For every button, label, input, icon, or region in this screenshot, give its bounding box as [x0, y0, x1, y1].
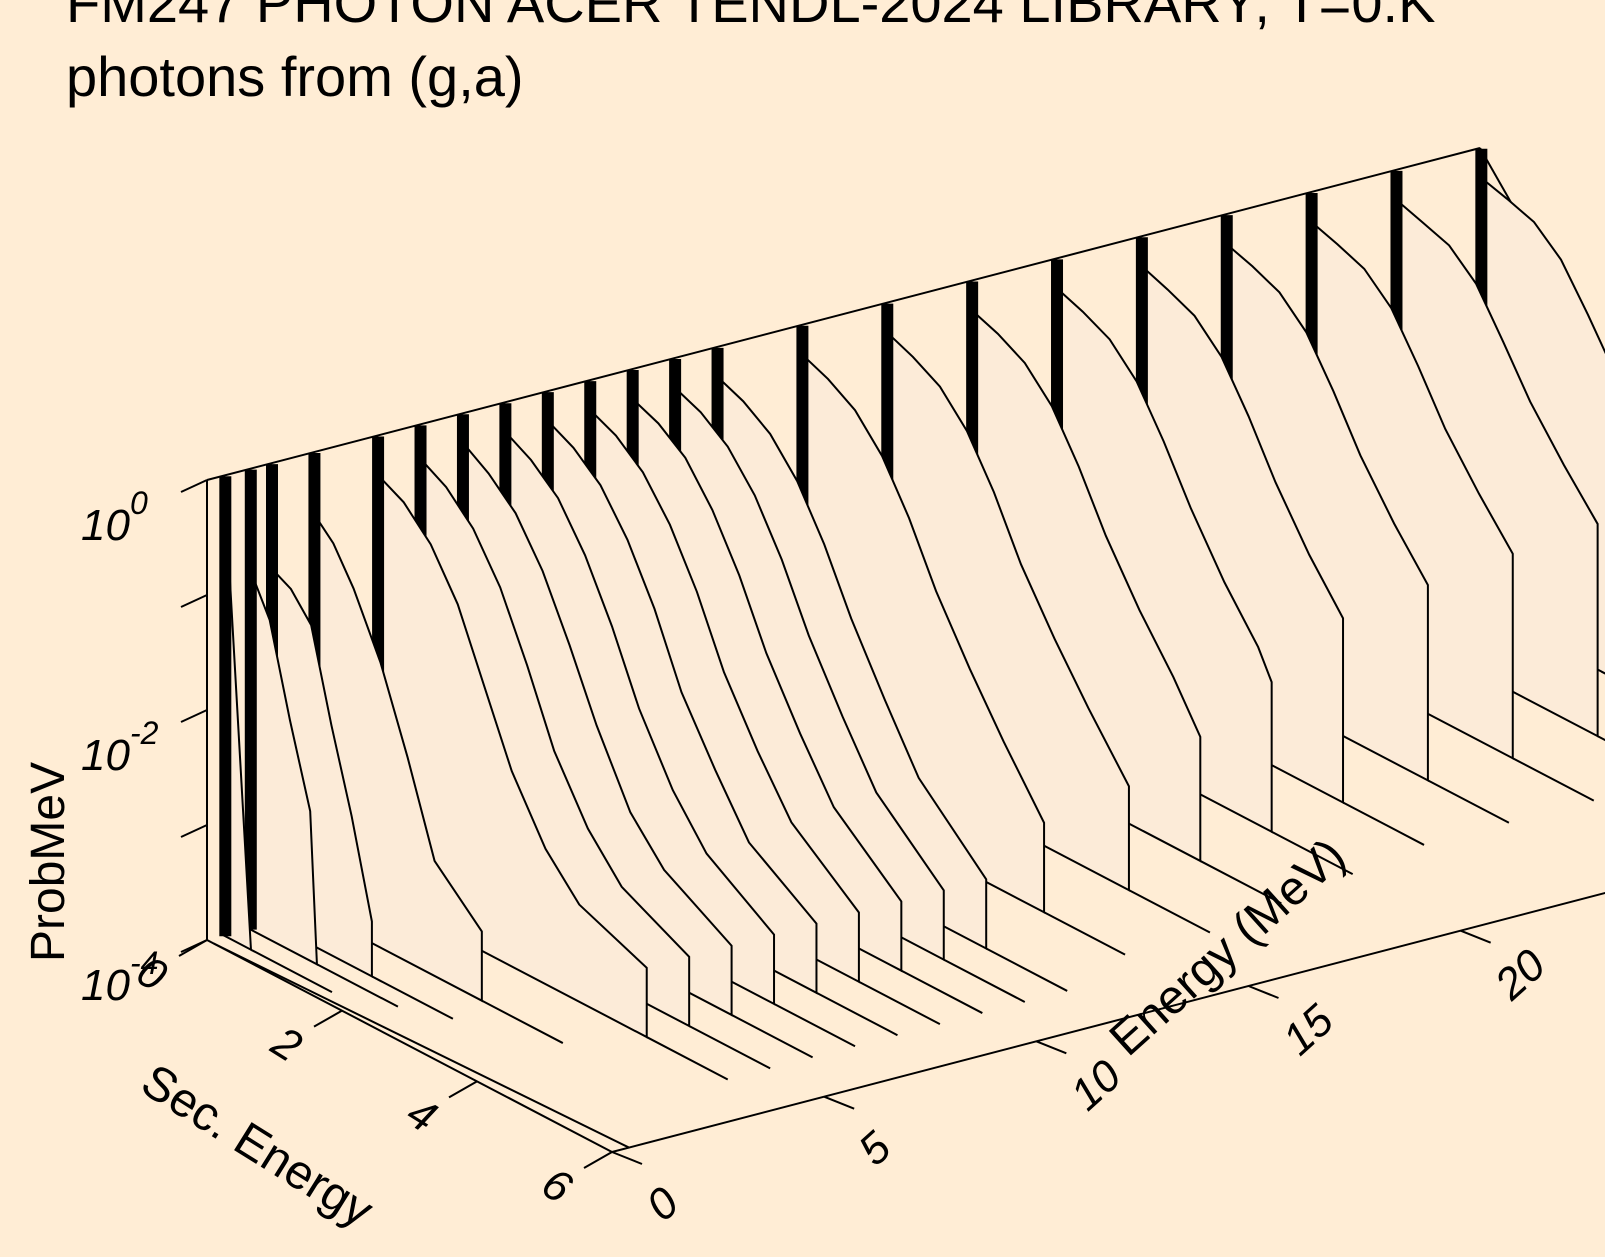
z-tick [180, 709, 208, 723]
y-tick-label: 5 [849, 1122, 900, 1175]
spectrum-baseline [316, 963, 399, 1008]
y-tick [1035, 1040, 1067, 1055]
y-tick [1248, 985, 1279, 999]
right-floor-edge [1601, 670, 1605, 675]
y-tick-label: 0 [637, 1178, 688, 1231]
z-tick-label: 10-2 [81, 715, 159, 780]
x-tick [313, 1009, 343, 1028]
spectrum-baseline [816, 991, 898, 1037]
front-floor-line [213, 942, 630, 1149]
y-tick [1460, 929, 1492, 944]
spectrum-baseline [1427, 779, 1510, 824]
z-tick-exp: -2 [130, 715, 159, 751]
z-tick [180, 479, 208, 493]
spectrum-baseline [943, 958, 1026, 1003]
spectrum-baseline [371, 975, 454, 1020]
x-tick [448, 1080, 478, 1099]
spectrum-baseline [1271, 830, 1354, 876]
z-minor-tick [180, 824, 208, 838]
z-tick-base: 10 [81, 961, 130, 1010]
y-tick-label: 10 [1061, 1050, 1131, 1120]
x-tick [178, 939, 208, 957]
x-axis-label: Sec. Energy [132, 1054, 382, 1238]
spectrum-baseline [1597, 735, 1605, 742]
z-tick-exp: 0 [130, 485, 148, 521]
z-tick-label: 10-4 [81, 945, 158, 1010]
x-tick [583, 1151, 613, 1169]
spectrum-baseline [985, 947, 1068, 992]
y-tick-label: 20 [1485, 940, 1555, 1010]
spectrum-baseline [1199, 860, 1282, 905]
z-axis-label: ProbMeV [22, 762, 75, 962]
spectrum-baseline [900, 969, 983, 1014]
x-tick-label: 2 [263, 1017, 311, 1072]
spectrum-baseline [858, 980, 941, 1026]
x-tick-label: 4 [398, 1088, 445, 1143]
spectra-sheets [219, 147, 1605, 1081]
z-tick-base: 10 [81, 731, 130, 780]
spectrum-baseline [773, 1002, 856, 1048]
y-tick-label: 15 [1274, 995, 1344, 1065]
x-axis-line [206, 939, 613, 1153]
z-tick-label: 100 [81, 485, 148, 550]
y-tick [611, 1151, 643, 1165]
spectrum-baseline [731, 1014, 814, 1059]
spectrum-baseline [646, 1036, 729, 1081]
spectrum-baseline [1512, 757, 1595, 802]
spectrum-baseline [1342, 801, 1425, 846]
spectrum-baseline [250, 948, 333, 993]
z-tick-base: 10 [81, 501, 130, 550]
spectrum-baseline [481, 999, 564, 1044]
chart-subtitle: photons from (g,a) [66, 45, 524, 108]
spectrum-baseline [1043, 911, 1126, 956]
spectrum-baseline [1128, 889, 1211, 934]
x-tick-label: 6 [533, 1159, 580, 1214]
chart-title: FM247 PHOTON ACER TENDL-2024 LIBRARY; T=… [66, 0, 1435, 34]
z-tick-exp: -4 [130, 945, 158, 981]
spectrum-baseline [688, 1025, 771, 1070]
y-tick [823, 1095, 855, 1110]
z-minor-tick [180, 594, 208, 608]
